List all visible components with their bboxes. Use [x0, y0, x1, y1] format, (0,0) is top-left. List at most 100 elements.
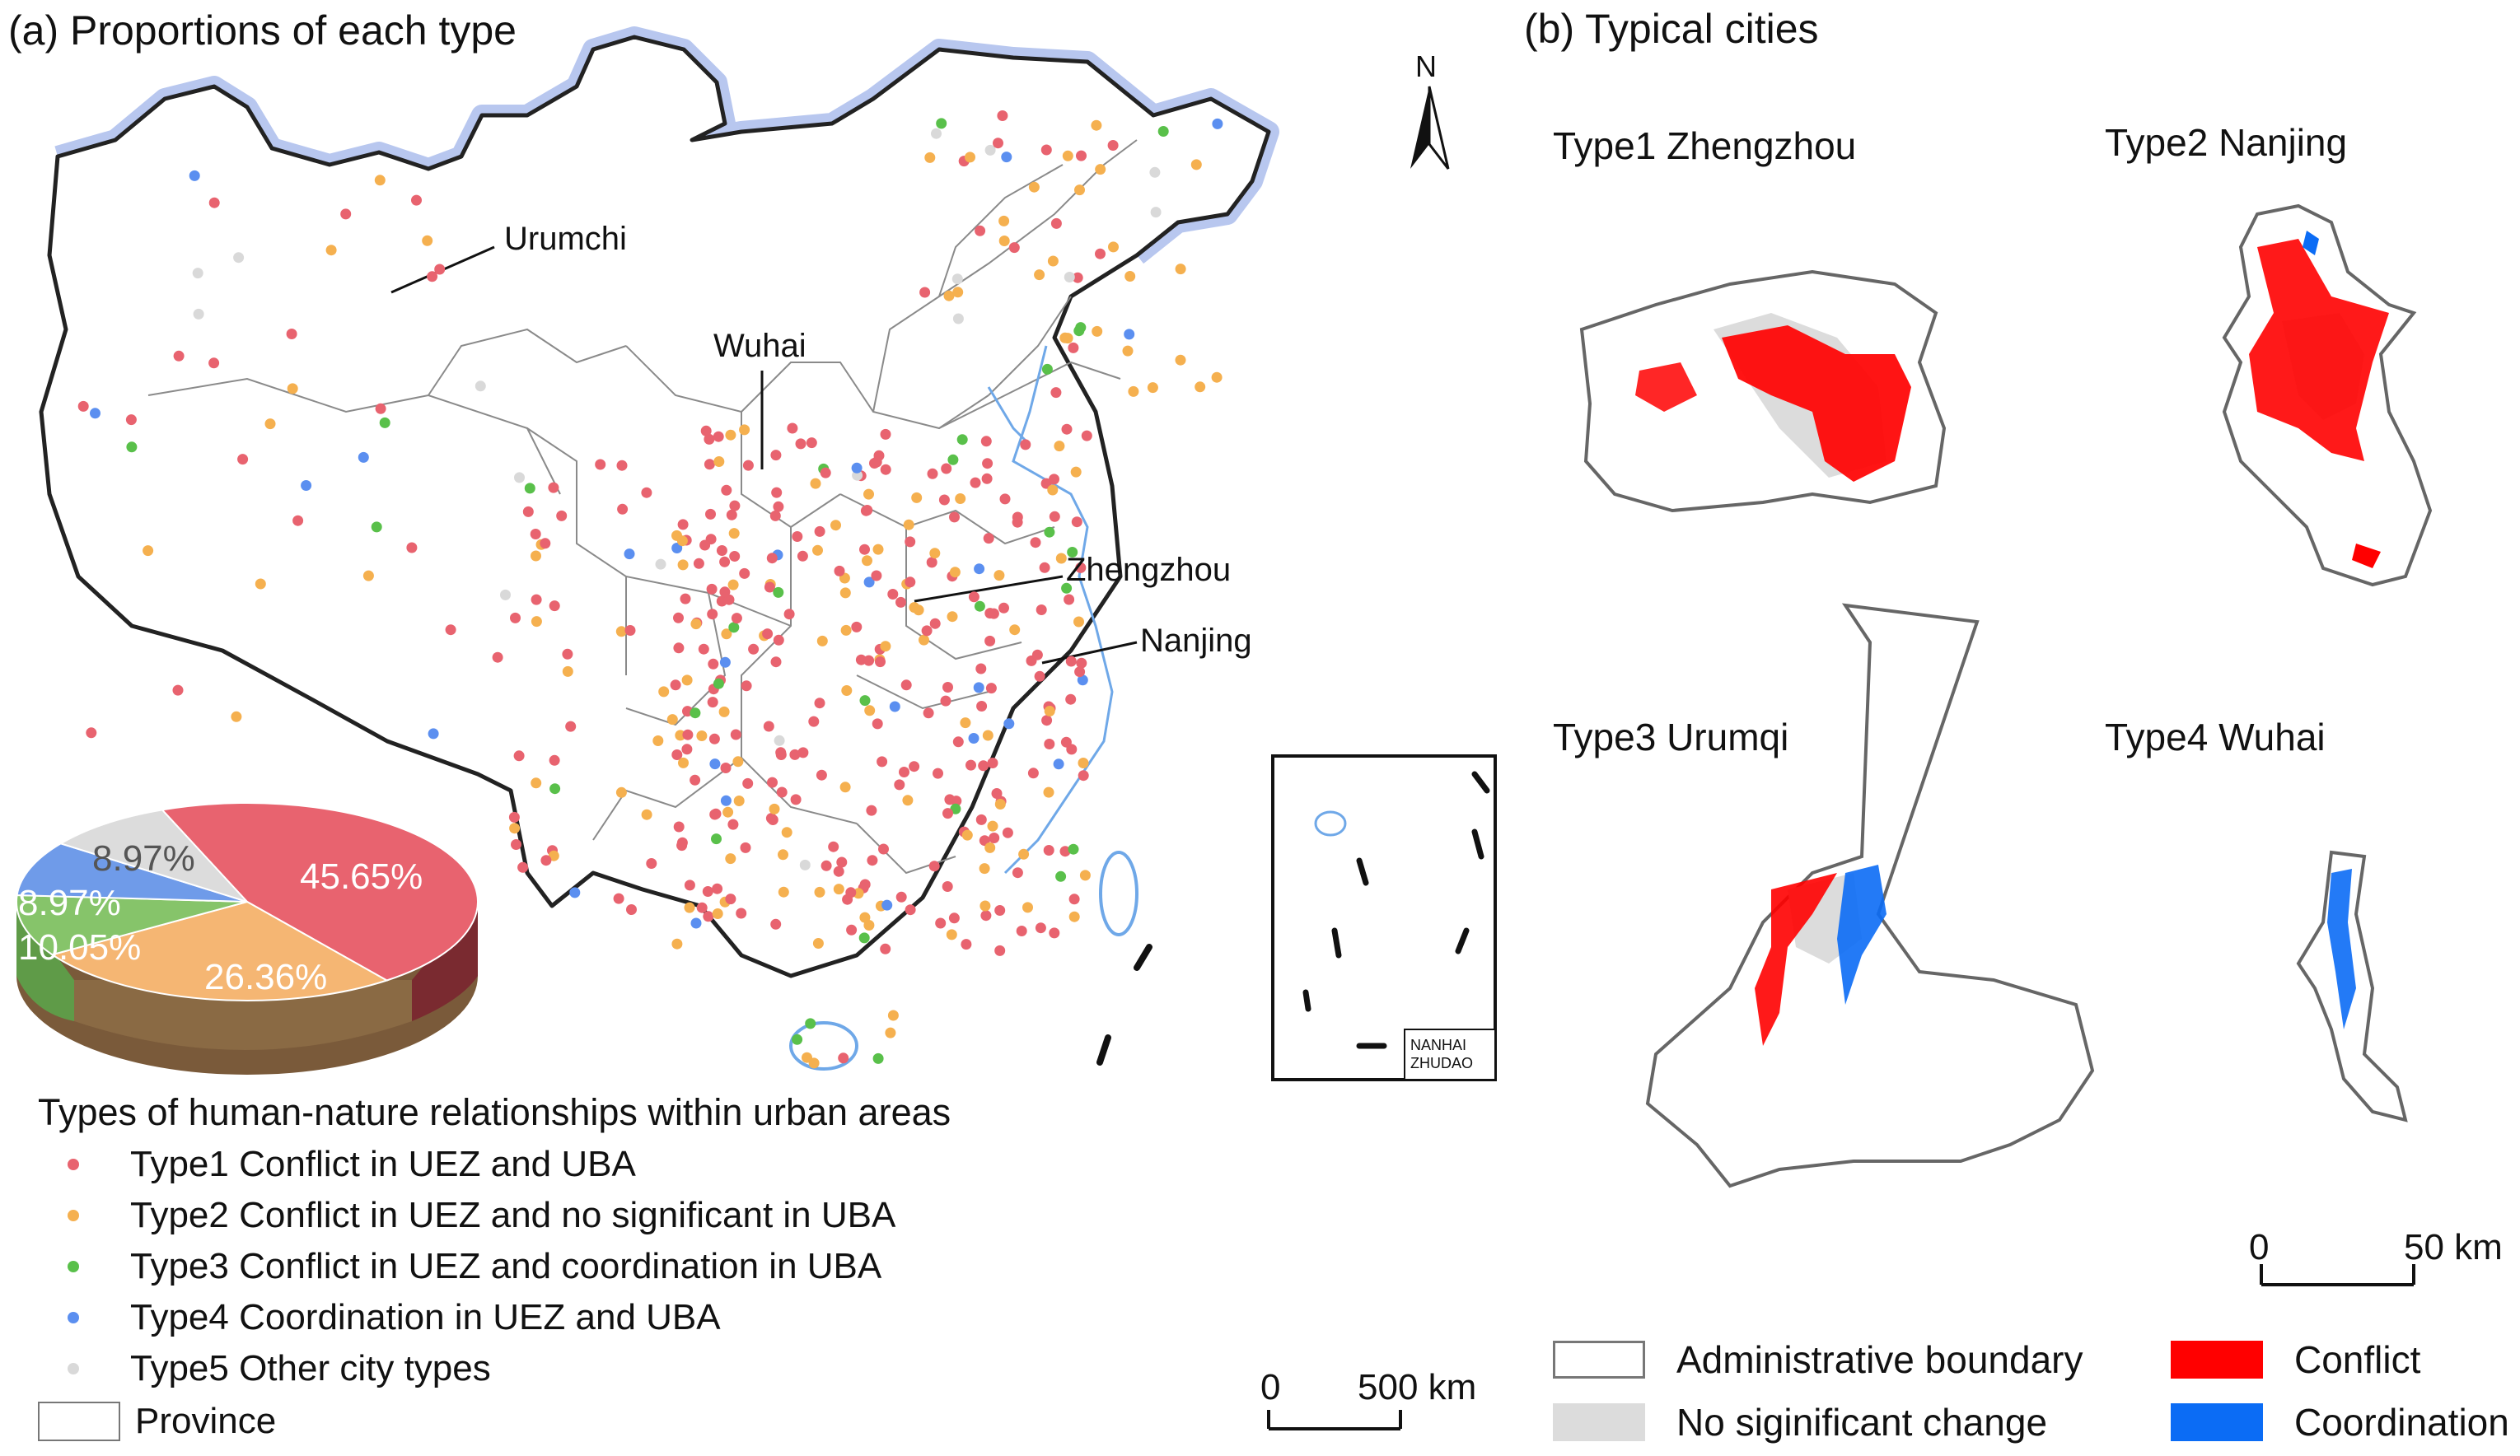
- label-wuhai: Wuhai: [713, 328, 806, 364]
- city-dot: [708, 733, 720, 744]
- city-dot: [867, 855, 878, 866]
- north-arrow-icon: [1410, 86, 1450, 170]
- city-dot: [1157, 126, 1169, 137]
- city-dot: [1074, 666, 1086, 678]
- city-dot: [961, 829, 973, 841]
- city-dot: [699, 539, 711, 551]
- city-dot: [707, 697, 718, 708]
- city-dot: [1020, 439, 1031, 450]
- city-dot: [722, 806, 734, 818]
- city-dot: [787, 422, 798, 434]
- city-dot: [1065, 656, 1077, 667]
- city-dot: [1149, 166, 1161, 178]
- city-dot: [531, 777, 542, 789]
- city-dot: [725, 429, 736, 441]
- city-dot: [673, 612, 684, 623]
- city-dot: [406, 542, 418, 553]
- city-dot: [725, 853, 736, 865]
- city-dot: [362, 570, 374, 581]
- city-dot: [928, 861, 940, 872]
- city-dot: [1091, 119, 1102, 131]
- city-dot: [851, 621, 863, 632]
- city-dot: [1012, 867, 1023, 879]
- city-dot: [797, 550, 808, 562]
- city-dot: [862, 505, 873, 516]
- city-dot: [839, 587, 851, 599]
- city-dot: [1070, 466, 1082, 478]
- city-dot: [982, 730, 994, 741]
- city-dot: [767, 777, 778, 788]
- city-dot: [690, 774, 701, 786]
- city-dot: [982, 458, 994, 469]
- scale-bar-b: [2260, 1264, 2415, 1286]
- city-dot: [872, 718, 883, 730]
- city-dot: [1076, 150, 1087, 161]
- city-dot: [704, 459, 715, 470]
- city-dot: [615, 626, 627, 637]
- legend-item-type1: Type1 Conflict in UEZ and UBA: [41, 1141, 636, 1188]
- city-dot: [173, 350, 185, 362]
- city-dot: [696, 902, 708, 913]
- city-dot: [979, 863, 990, 875]
- city-dot: [887, 1010, 899, 1021]
- city-dot: [624, 625, 636, 636]
- city-dot: [984, 144, 996, 156]
- city-dot: [680, 593, 691, 604]
- city-dot: [820, 467, 831, 478]
- city-dot: [965, 152, 975, 163]
- city-dot: [727, 819, 739, 830]
- city-dot: [677, 559, 689, 571]
- city-dot: [125, 414, 137, 426]
- city-dot: [889, 701, 900, 712]
- city-dot: [762, 628, 774, 640]
- city-dot: [942, 808, 953, 819]
- city-dot: [961, 939, 972, 950]
- city-dot: [652, 735, 664, 746]
- city-dot: [411, 194, 422, 206]
- city-dot: [556, 510, 568, 521]
- city-title-wuhai: Type4 Wuhai: [2105, 716, 2326, 758]
- city-dot: [562, 648, 573, 660]
- city-dot: [1003, 718, 1015, 730]
- city-dot: [434, 264, 446, 275]
- city-dot: [522, 506, 534, 517]
- city-dot: [949, 511, 960, 523]
- city-dot: [658, 686, 670, 698]
- province-box-icon: [38, 1402, 120, 1441]
- city-dot: [233, 252, 245, 264]
- city-dot: [514, 472, 525, 483]
- city-dot: [90, 408, 101, 419]
- city-dot: [763, 721, 774, 732]
- scale-bar-a: [1267, 1410, 1402, 1430]
- city-dot: [1073, 616, 1084, 628]
- city-dot: [531, 594, 542, 605]
- city-dot: [742, 460, 754, 471]
- city-dot: [1055, 553, 1067, 564]
- city-dot: [802, 1052, 812, 1063]
- city-dot: [923, 707, 934, 719]
- city-dot: [821, 860, 832, 871]
- city-dot: [984, 608, 996, 619]
- city-dot: [678, 757, 689, 768]
- city-dot: [725, 894, 736, 905]
- city-dot: [292, 515, 304, 526]
- city-dot: [709, 758, 721, 770]
- city-dot: [1031, 649, 1043, 660]
- city-dot: [1074, 184, 1085, 196]
- city-dot: [1124, 329, 1135, 340]
- city-dot: [1195, 381, 1206, 393]
- city-dot: [1095, 248, 1106, 259]
- city-dot: [693, 558, 704, 569]
- city-dot: [773, 501, 784, 512]
- city-dot: [1016, 926, 1027, 936]
- city-dot: [1107, 140, 1119, 151]
- city-dot: [565, 721, 577, 732]
- city-dot: [975, 225, 986, 236]
- city-dot: [1036, 604, 1047, 615]
- legend-title: Types of human-nature relationships with…: [38, 1091, 951, 1133]
- city-dot: [517, 861, 529, 873]
- city-dot: [778, 886, 789, 898]
- label-zhengzhou: Zhengzhou: [1066, 552, 1232, 588]
- city-dot: [172, 684, 184, 696]
